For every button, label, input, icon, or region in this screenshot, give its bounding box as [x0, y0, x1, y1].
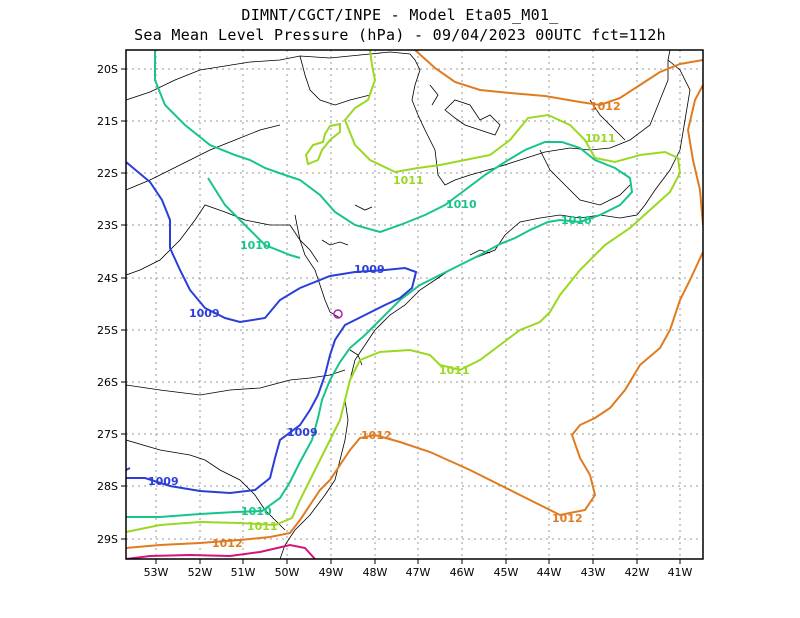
lon-tick-label: 44W	[537, 566, 562, 579]
isobar-1012-north	[414, 50, 703, 107]
contour-label: 1012	[590, 100, 621, 113]
contour-label: 1010	[446, 198, 477, 211]
lon-tick-label: 47W	[406, 566, 431, 579]
contour-label: 1011	[439, 364, 470, 377]
chart-title-line1: DIMNT/CGCT/INPE - Model Eta05_M01_	[241, 6, 559, 24]
lon-tick-label: 52W	[188, 566, 213, 579]
lat-tick-label: 21S	[97, 115, 118, 128]
isobar-1010-main	[126, 50, 634, 518]
grid-lines	[126, 50, 703, 559]
contour-label: 1012	[552, 512, 583, 525]
map-borders	[126, 50, 691, 559]
isobar-1010-tail	[207, 177, 301, 259]
isobar-1013	[126, 543, 316, 559]
contour-label: 1011	[393, 174, 424, 187]
low-pressure-marker	[333, 309, 343, 319]
lon-tick-label: 42W	[625, 566, 650, 579]
lat-tick-label: 27S	[97, 428, 118, 441]
lon-tick-label: 43W	[581, 566, 606, 579]
contour-labels: 1012 1011 1011 1010 1010 1010 1009 1009 …	[148, 100, 621, 550]
latitude-labels: 20S 21S 22S 23S 24S 25S 26S 27S 28S 29S	[97, 63, 118, 546]
contour-label: 1010	[241, 505, 272, 518]
chart-title-line2: Sea Mean Level Pressure (hPa) - 09/04/20…	[134, 26, 666, 44]
contour-label: 1009	[189, 307, 220, 320]
lat-tick-label: 25S	[97, 324, 118, 337]
contour-label: 1010	[240, 239, 271, 252]
lat-tick-label: 28S	[97, 480, 118, 493]
lat-tick-label: 22S	[97, 167, 118, 180]
map-frame	[125, 49, 704, 560]
lon-tick-label: 45W	[494, 566, 519, 579]
contour-label: 1010	[561, 214, 592, 227]
lon-tick-label: 51W	[231, 566, 256, 579]
tick-marks	[121, 68, 681, 564]
lat-tick-label: 23S	[97, 219, 118, 232]
contour-label: 1009	[148, 475, 179, 488]
longitude-labels: 53W 52W 51W 50W 49W 48W 47W 46W 45W 44W …	[144, 566, 693, 579]
isobar-1012-east	[686, 84, 703, 226]
isobar-1012-south	[126, 251, 703, 549]
lon-tick-label: 53W	[144, 566, 169, 579]
lat-tick-label: 20S	[97, 63, 118, 76]
lon-tick-label: 49W	[319, 566, 344, 579]
lat-tick-label: 26S	[97, 376, 118, 389]
isobar-1011-loop	[304, 122, 341, 166]
contour-label: 1012	[212, 537, 243, 550]
contour-label: 1012	[361, 429, 392, 442]
contour-label: 1009	[354, 263, 385, 276]
lon-tick-label: 50W	[275, 566, 300, 579]
isobar-1009-main	[126, 161, 418, 495]
lon-tick-label: 41W	[668, 566, 693, 579]
contours	[126, 50, 703, 559]
isobar-1011-south	[126, 50, 682, 533]
contour-label: 1011	[585, 132, 616, 145]
contour-label: 1009	[287, 426, 318, 439]
lat-tick-label: 24S	[97, 272, 118, 285]
lon-tick-label: 46W	[450, 566, 475, 579]
lat-tick-label: 29S	[97, 533, 118, 546]
contour-label: 1011	[247, 520, 278, 533]
lon-tick-label: 48W	[363, 566, 388, 579]
